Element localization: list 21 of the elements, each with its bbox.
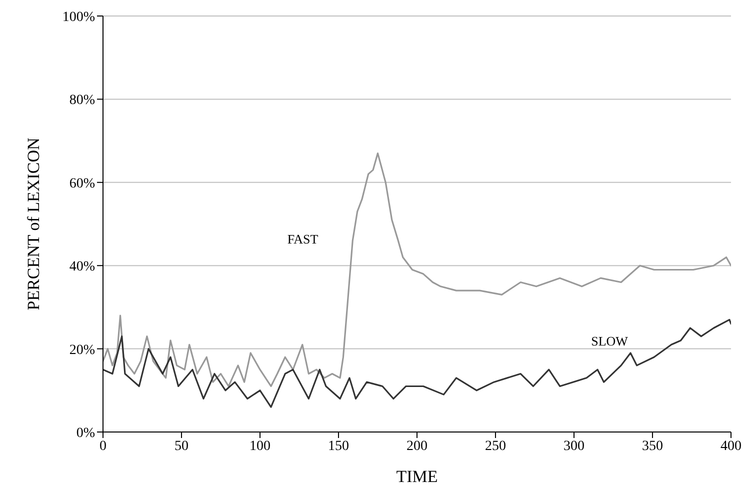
- x-axis-title: TIME: [396, 467, 438, 486]
- y-tick-label: 60%: [69, 176, 96, 192]
- x-tick-label: 100: [250, 438, 270, 454]
- x-tick-label: 200: [406, 438, 428, 454]
- y-tick-label: 80%: [69, 93, 96, 108]
- line-series: [103, 318, 731, 408]
- x-tick-label: 250: [485, 438, 506, 454]
- y-tick-label: 40%: [69, 260, 96, 275]
- y-axis-title: PERCENT of LEXICON: [24, 138, 44, 310]
- text: FAST: [287, 231, 318, 246]
- x-tick-label: 400: [720, 438, 742, 454]
- line-series: [103, 152, 731, 388]
- x-tick-label: 350: [642, 438, 663, 454]
- x-tick-label: 300: [564, 438, 584, 454]
- x-tick-label: 50: [174, 438, 188, 454]
- x-tick-label: 0: [100, 438, 106, 454]
- x-tick-label: 150: [328, 438, 349, 454]
- y-tick-label: 0%: [76, 426, 96, 441]
- y-tick-label: 20%: [69, 342, 96, 358]
- y-tick-label: 100%: [62, 10, 96, 25]
- series-label: SLOW: [591, 334, 629, 349]
